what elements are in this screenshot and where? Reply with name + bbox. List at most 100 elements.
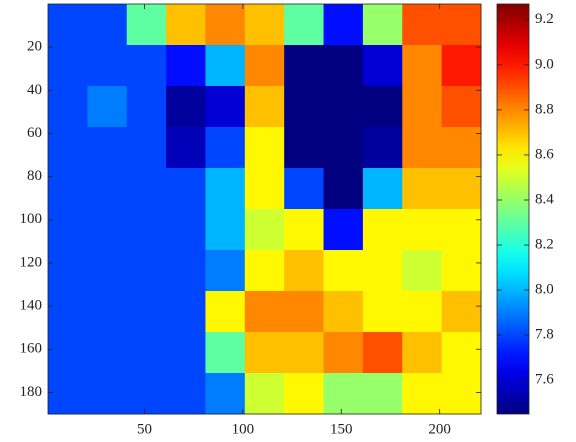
heat-cell xyxy=(442,4,482,46)
heat-cell xyxy=(402,86,442,128)
heat-cell xyxy=(284,291,324,333)
heat-cell xyxy=(87,209,127,251)
heat-cell xyxy=(245,209,285,251)
x-tick-label: 50 xyxy=(137,421,152,437)
heat-cell xyxy=(205,332,245,374)
heat-cell xyxy=(166,250,206,292)
heatmap xyxy=(48,4,482,415)
heat-cell xyxy=(127,45,167,87)
heat-cell xyxy=(363,209,403,251)
heat-cell xyxy=(48,209,88,251)
heat-cell xyxy=(442,45,482,87)
heat-cell xyxy=(48,168,88,210)
colorbar-tick-label: 8.6 xyxy=(535,146,554,162)
heat-cell xyxy=(324,291,364,333)
heat-cell xyxy=(127,291,167,333)
y-tick-label: 180 xyxy=(20,384,43,400)
heat-cell xyxy=(324,168,364,210)
heat-cell xyxy=(402,373,442,415)
heat-cell xyxy=(48,4,88,46)
heat-cell xyxy=(402,209,442,251)
colorbar xyxy=(497,4,529,414)
heat-cell xyxy=(205,86,245,128)
heat-cell xyxy=(166,373,206,415)
x-tick-label: 200 xyxy=(428,421,451,437)
heat-cell xyxy=(284,250,324,292)
colorbar-tick-label: 7.8 xyxy=(535,327,554,343)
heat-cell xyxy=(402,332,442,374)
chart: 50100150200204060801001201401601807.67.8… xyxy=(0,0,576,442)
heat-cell xyxy=(48,332,88,374)
heat-cell xyxy=(402,168,442,210)
heat-cell xyxy=(324,209,364,251)
heat-cell xyxy=(166,168,206,210)
heat-cell xyxy=(48,86,88,128)
heat-cell xyxy=(245,291,285,333)
heat-cell xyxy=(284,86,324,128)
heat-cell xyxy=(245,86,285,128)
heat-cell xyxy=(284,168,324,210)
heat-cell xyxy=(166,209,206,251)
heat-cell xyxy=(324,250,364,292)
heat-cell xyxy=(442,291,482,333)
y-tick-label: 80 xyxy=(27,168,42,184)
colorbar-tick-label: 7.6 xyxy=(535,372,554,388)
heat-cell xyxy=(87,291,127,333)
heat-cell xyxy=(245,127,285,169)
y-tick-label: 100 xyxy=(20,211,43,227)
y-tick-label: 140 xyxy=(20,298,43,314)
heat-cell xyxy=(205,373,245,415)
heat-cell xyxy=(363,332,403,374)
heat-cell xyxy=(324,86,364,128)
page: {"chart_data": {"type": "heatmap", "colo… xyxy=(0,0,576,442)
x-tick-label: 100 xyxy=(232,421,255,437)
heat-cell xyxy=(245,332,285,374)
heat-cell xyxy=(205,250,245,292)
heat-cell xyxy=(205,209,245,251)
heat-cell xyxy=(363,127,403,169)
heat-cell xyxy=(363,250,403,292)
heat-cell xyxy=(87,332,127,374)
y-tick-label: 120 xyxy=(20,254,43,270)
heat-cell xyxy=(442,86,482,128)
heat-cell xyxy=(363,168,403,210)
heat-cell xyxy=(324,45,364,87)
heat-cell xyxy=(48,127,88,169)
heat-cell xyxy=(245,373,285,415)
y-tick-label: 20 xyxy=(27,39,42,55)
heat-cell xyxy=(284,332,324,374)
heat-cell xyxy=(87,168,127,210)
heat-cell xyxy=(402,4,442,46)
heat-cell xyxy=(48,373,88,415)
heat-cell xyxy=(284,4,324,46)
heat-cell xyxy=(127,4,167,46)
colorbar-tick-label: 8.0 xyxy=(535,282,554,298)
heat-cell xyxy=(127,373,167,415)
heat-cell xyxy=(363,45,403,87)
heat-cell xyxy=(245,250,285,292)
heat-cell xyxy=(402,45,442,87)
heat-cell xyxy=(87,127,127,169)
heat-cell xyxy=(127,250,167,292)
heat-cell xyxy=(363,86,403,128)
heat-cell xyxy=(166,291,206,333)
heat-cell xyxy=(442,168,482,210)
y-tick-label: 40 xyxy=(27,82,42,98)
heat-cell xyxy=(87,86,127,128)
heat-cell xyxy=(245,45,285,87)
heat-cell xyxy=(442,250,482,292)
heat-cell xyxy=(402,127,442,169)
heat-cell xyxy=(166,127,206,169)
heat-cell xyxy=(127,168,167,210)
heat-cell xyxy=(87,4,127,46)
heat-cell xyxy=(127,86,167,128)
colorbar-tick-label: 9.0 xyxy=(535,56,554,72)
heat-cell xyxy=(284,209,324,251)
heat-cell xyxy=(442,127,482,169)
heat-cell xyxy=(166,86,206,128)
x-tick-label: 150 xyxy=(330,421,353,437)
colorbar-tick-label: 9.2 xyxy=(535,11,554,27)
heat-cell xyxy=(205,168,245,210)
heat-cell xyxy=(363,4,403,46)
heat-cell xyxy=(127,332,167,374)
